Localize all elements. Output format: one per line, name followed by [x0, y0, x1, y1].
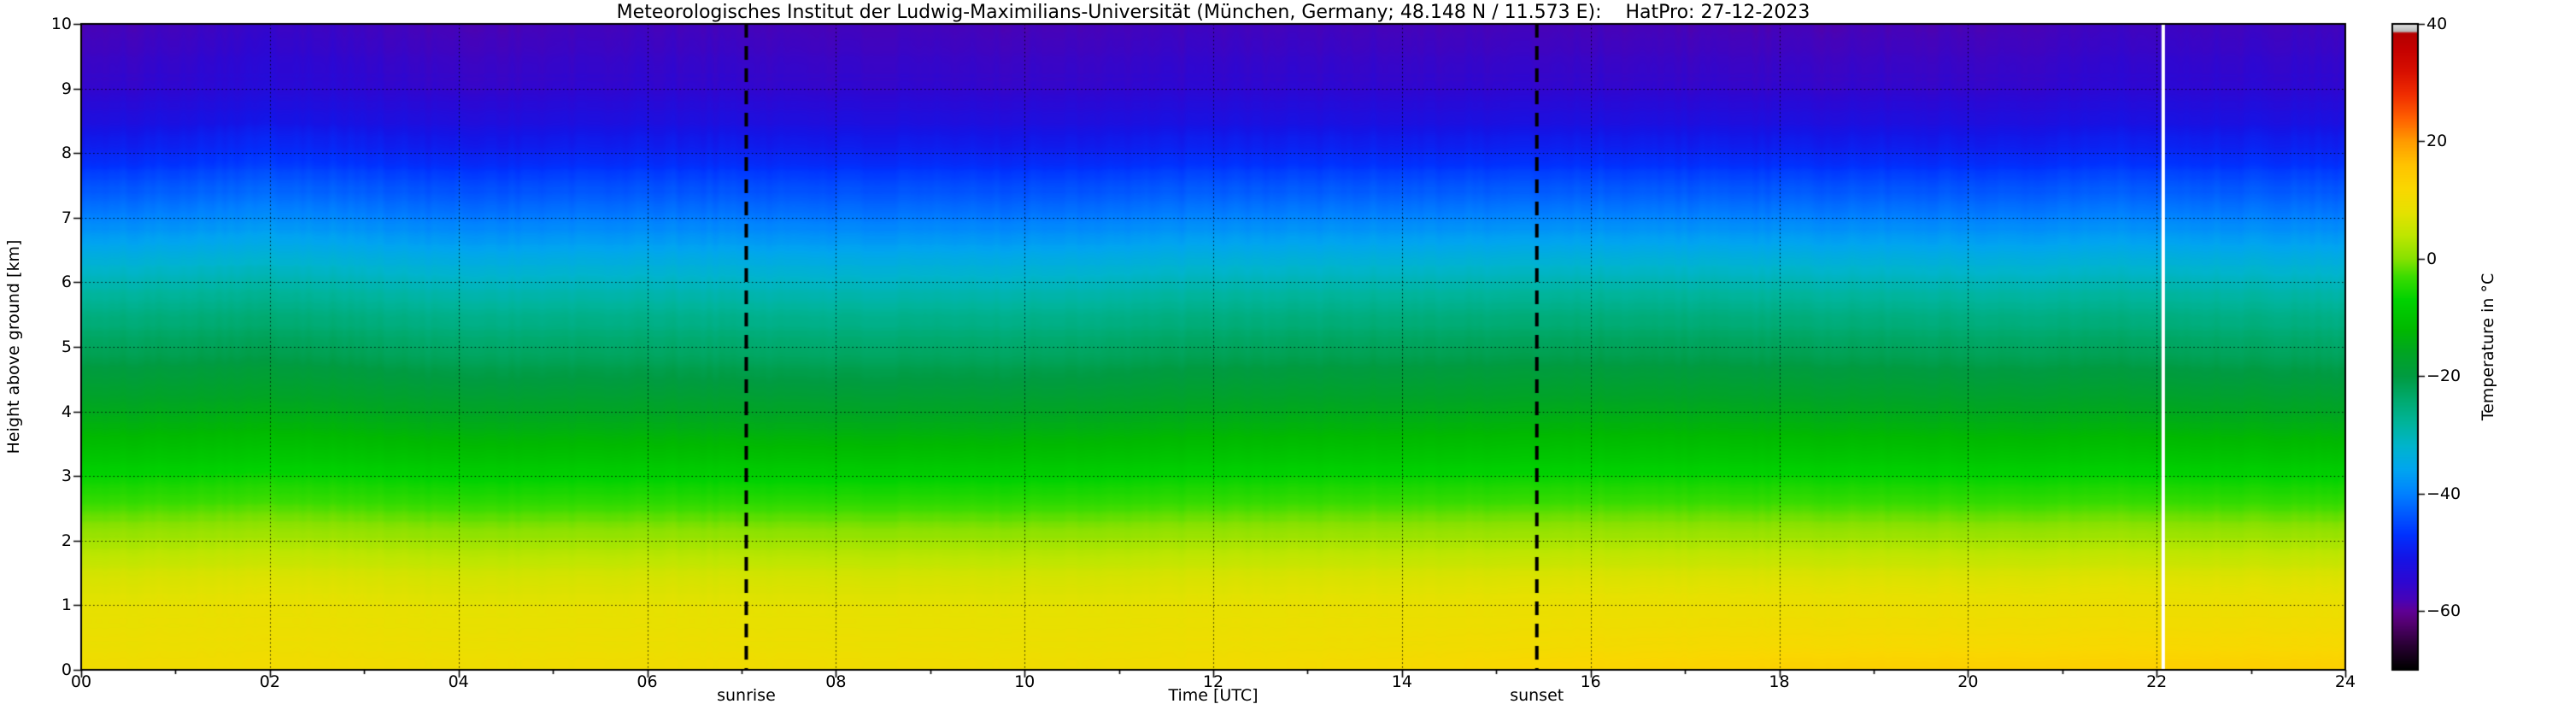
colorbar-tick-label: 20: [2426, 132, 2448, 151]
colorbar-tick-label: 40: [2426, 15, 2448, 33]
x-tick-label: 06: [637, 672, 658, 691]
x-tick-label: 14: [1391, 672, 1412, 691]
colorbar-tick-label: −60: [2426, 601, 2462, 621]
x-tick-label: 08: [825, 672, 847, 691]
x-tick-label: 18: [1769, 672, 1790, 691]
x-tick-label: 16: [1580, 672, 1601, 691]
y-tick-label: 10: [50, 15, 72, 33]
y-tick-label: 6: [61, 273, 72, 292]
y-tick-label: 0: [61, 660, 72, 679]
y-tick-label: 7: [61, 208, 72, 227]
x-tick-label: 12: [1202, 672, 1224, 691]
x-tick-label: 00: [70, 672, 92, 691]
x-tick-label: 22: [2146, 672, 2168, 691]
colorbar-tick-label: 0: [2426, 249, 2438, 268]
x-tick-label: 04: [448, 672, 469, 691]
y-tick-label: 3: [61, 466, 72, 486]
colorbar-tick-label: −20: [2426, 367, 2462, 386]
y-tick-label: 9: [61, 79, 72, 98]
y-tick-label: 2: [61, 531, 72, 550]
sunset-annotation: sunset: [1510, 686, 1564, 704]
x-axis-label: Time [UTC]: [1168, 686, 1259, 704]
x-tick-label: 20: [1957, 672, 1979, 691]
y-tick-label: 8: [61, 144, 72, 163]
y-tick-label: 1: [61, 595, 72, 615]
x-tick-label: 02: [259, 672, 280, 691]
sunrise-annotation: sunrise: [717, 686, 776, 704]
y-tick-label: 5: [61, 337, 72, 356]
y-tick-label: 4: [61, 402, 72, 421]
y-axis-label: Height above ground [km]: [4, 239, 23, 455]
x-tick-label: 10: [1014, 672, 1036, 691]
colorbar-label: Temperature in °C: [2479, 273, 2497, 421]
page-title: Meteorologisches Institut der Ludwig-Max…: [616, 2, 1810, 23]
x-tick-label: 24: [2334, 672, 2356, 691]
colorbar-tick-label: −40: [2426, 484, 2462, 503]
